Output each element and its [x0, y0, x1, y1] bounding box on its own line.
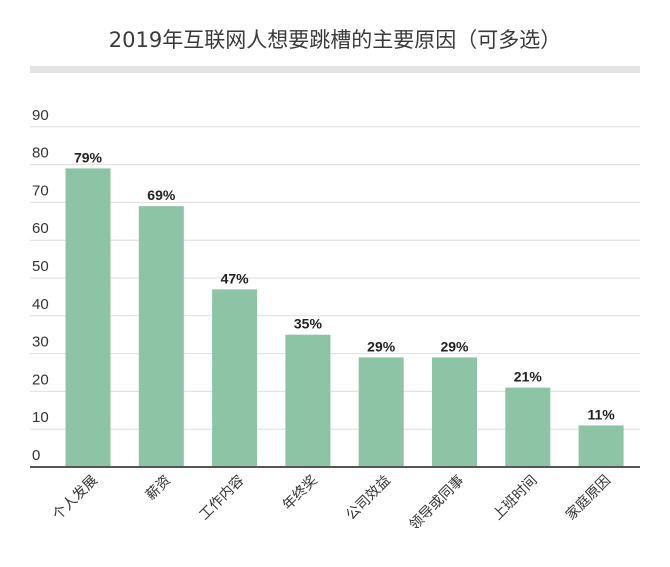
y-tick-label: 20 — [32, 371, 49, 388]
y-tick-label: 60 — [32, 220, 49, 237]
category-label: 领导或同事 — [407, 473, 468, 534]
bar — [65, 168, 111, 467]
data-label: 79% — [74, 149, 103, 165]
category-label: 公司效益 — [343, 473, 394, 524]
category-label: 上班时间 — [490, 473, 541, 524]
y-tick-label: 0 — [32, 447, 40, 464]
data-label: 29% — [440, 338, 469, 354]
title-divider — [30, 66, 640, 73]
chart-title: 2019年互联网人想要跳槽的主要原因（可多选） — [108, 28, 562, 52]
category-label: 薪资 — [143, 473, 174, 504]
data-label: 47% — [221, 270, 250, 286]
category-label: 个人发展 — [50, 473, 101, 524]
data-label: 35% — [294, 316, 323, 332]
y-tick-label: 50 — [32, 258, 49, 275]
category-label: 年终奖 — [279, 472, 321, 514]
category-label: 家庭原因 — [562, 472, 614, 524]
y-tick-label: 80 — [32, 145, 49, 162]
y-tick-label: 30 — [32, 334, 49, 351]
bar — [578, 425, 624, 467]
category-label: 工作内容 — [196, 472, 248, 524]
y-tick-label: 70 — [32, 182, 49, 199]
data-label: 69% — [147, 187, 176, 203]
bar — [212, 289, 258, 467]
y-tick-label: 40 — [32, 296, 49, 313]
bar — [432, 357, 477, 467]
bar — [285, 334, 331, 467]
data-label: 11% — [587, 406, 615, 422]
bar — [505, 387, 551, 467]
y-tick-label: 10 — [32, 409, 49, 426]
data-label: 29% — [367, 338, 396, 354]
bar — [138, 206, 184, 467]
data-label: 21% — [514, 369, 543, 385]
y-tick-label: 90 — [32, 107, 49, 124]
bar — [358, 357, 404, 467]
